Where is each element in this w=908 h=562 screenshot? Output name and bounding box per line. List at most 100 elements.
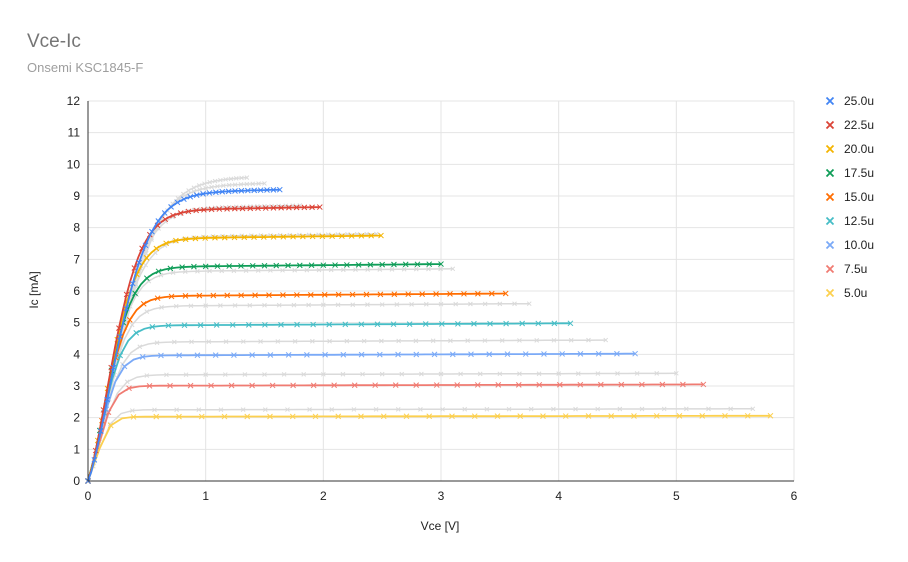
- legend-item[interactable]: 5.0u: [825, 286, 868, 300]
- data-point-marker: [487, 320, 493, 327]
- data-point-marker: [276, 302, 282, 308]
- data-point-marker: [540, 413, 546, 419]
- x-tick-label: 0: [85, 489, 92, 503]
- data-point-marker: [389, 267, 395, 272]
- legend-marker-icon: [825, 264, 835, 274]
- data-point-marker: [462, 406, 468, 412]
- data-point-marker: [377, 291, 384, 298]
- data-point-marker: [319, 233, 326, 240]
- data-point-marker: [495, 382, 502, 388]
- data-point-marker: [239, 205, 246, 212]
- data-point-marker: [519, 320, 526, 327]
- data-point-marker: [361, 338, 367, 344]
- reference-curve-line: [87, 302, 530, 482]
- data-point-marker: [595, 371, 601, 376]
- data-point-marker: [221, 413, 228, 420]
- data-point-marker: [116, 325, 122, 331]
- series-line: [87, 414, 771, 482]
- data-point-marker: [423, 301, 429, 307]
- data-point-marker: [471, 320, 477, 327]
- data-point-marker: [198, 413, 205, 420]
- data-point-marker: [262, 407, 268, 412]
- data-point-marker: [219, 268, 225, 274]
- data-point-marker: [512, 301, 517, 307]
- data-point-marker: [221, 234, 228, 241]
- data-point-marker: [257, 187, 264, 194]
- data-point-marker: [292, 267, 298, 273]
- data-point-marker: [191, 185, 197, 191]
- data-point-marker: [639, 381, 645, 388]
- chart-title: Vce-Ic: [27, 31, 81, 52]
- data-point-marker: [249, 382, 255, 389]
- data-point-marker: [104, 396, 111, 403]
- data-point-marker: [240, 407, 246, 412]
- data-point-marker: [142, 242, 149, 249]
- legend-item[interactable]: 15.0u: [825, 190, 875, 204]
- data-point-marker: [504, 351, 511, 357]
- data-point-marker: [517, 338, 522, 343]
- data-point-marker: [238, 182, 244, 187]
- data-point-marker: [374, 321, 381, 328]
- data-point-marker: [468, 301, 473, 307]
- legend-item[interactable]: 7.5u: [825, 262, 868, 276]
- data-point-marker: [223, 177, 229, 182]
- data-point-marker: [332, 262, 338, 268]
- data-point-marker: [426, 266, 431, 272]
- legend-item[interactable]: 20.0u: [825, 142, 875, 156]
- data-point-marker: [307, 407, 312, 412]
- legend-marker-icon: [825, 288, 835, 298]
- data-point-marker: [304, 267, 310, 273]
- data-point-marker: [170, 212, 176, 219]
- legend-item[interactable]: 10.0u: [825, 238, 875, 252]
- data-point-marker: [256, 181, 261, 186]
- data-point-marker: [194, 352, 201, 359]
- series-15.0u: [85, 290, 509, 484]
- data-point-marker: [595, 350, 602, 357]
- data-point-marker: [158, 272, 164, 278]
- data-point-marker: [365, 267, 371, 272]
- legend-item[interactable]: 25.0u: [825, 94, 875, 108]
- data-point-marker: [213, 189, 219, 196]
- data-point-marker: [535, 320, 542, 327]
- legend-marker-icon: [825, 192, 835, 202]
- data-point-marker: [348, 233, 355, 239]
- data-point-marker: [551, 337, 557, 343]
- data-point-marker: [123, 291, 130, 298]
- data-point-marker: [176, 413, 182, 420]
- data-point-marker: [556, 371, 562, 377]
- data-point-marker: [165, 322, 172, 329]
- data-point-marker: [206, 190, 213, 196]
- data-point-marker: [340, 267, 346, 273]
- data-point-marker: [262, 181, 267, 186]
- data-point-marker: [363, 291, 370, 298]
- data-point-marker: [328, 267, 334, 273]
- data-point-marker: [244, 413, 251, 420]
- data-point-marker: [251, 234, 257, 241]
- data-point-marker: [167, 382, 173, 389]
- data-point-marker: [232, 303, 238, 308]
- data-point-marker: [273, 262, 280, 269]
- data-point-marker: [373, 407, 379, 412]
- data-point-marker: [676, 413, 683, 419]
- data-point-marker: [266, 292, 272, 298]
- data-point-marker: [391, 291, 398, 298]
- data-point-marker: [551, 406, 556, 412]
- data-point-marker: [455, 320, 461, 327]
- legend-item[interactable]: 22.5u: [825, 118, 875, 132]
- data-point-marker: [438, 371, 444, 377]
- data-point-marker: [144, 373, 150, 378]
- data-point-marker: [394, 302, 400, 307]
- data-point-marker: [573, 406, 578, 412]
- data-point-marker: [143, 275, 150, 282]
- data-point-marker: [438, 261, 444, 267]
- legend-label: 20.0u: [844, 142, 874, 156]
- data-point-marker: [309, 338, 315, 344]
- legend-item[interactable]: 12.5u: [825, 214, 875, 228]
- data-point-marker: [202, 263, 209, 270]
- data-point-marker: [226, 182, 232, 188]
- data-point-marker: [218, 303, 223, 308]
- data-point-marker: [197, 322, 204, 328]
- series-curves: [85, 186, 774, 484]
- legend-item[interactable]: 17.5u: [825, 166, 875, 180]
